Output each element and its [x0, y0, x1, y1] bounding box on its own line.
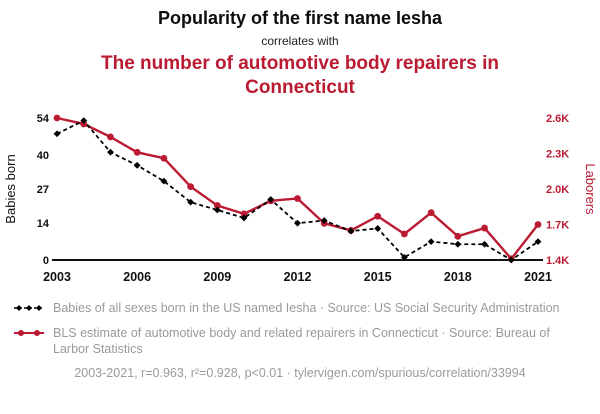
connector-text: correlates with	[261, 34, 339, 48]
svg-text:0: 0	[43, 255, 49, 267]
correlated-variable-title: The number of automotive body repairers …	[100, 53, 499, 98]
svg-text:Laborers: Laborers	[583, 163, 598, 215]
legend-item-laborers: BLS estimate of automotive body and rela…	[14, 325, 586, 358]
page-title: Popularity of the first name Iesha	[157, 8, 443, 28]
svg-text:54: 54	[37, 113, 50, 125]
svg-text:1.7K: 1.7K	[546, 219, 569, 231]
svg-text:2015: 2015	[364, 270, 392, 284]
svg-text:2021: 2021	[524, 270, 552, 284]
svg-text:40: 40	[37, 149, 49, 161]
chart-legend: Babies of all sexes born in the US named…	[0, 296, 600, 358]
svg-text:2.3K: 2.3K	[546, 148, 569, 160]
svg-text:2.6K: 2.6K	[546, 113, 569, 125]
svg-text:27: 27	[37, 184, 49, 196]
legend-label: Babies of all sexes born in the US named…	[53, 300, 560, 315]
black-dashed-diamond-marker-icon	[14, 304, 44, 311]
footer-stats: 2003-2021, r=0.963, r²=0.928, p<0.01 · t…	[74, 366, 526, 381]
svg-text:2018: 2018	[444, 270, 472, 284]
svg-text:2009: 2009	[203, 270, 231, 284]
legend-item-babies: Babies of all sexes born in the US named…	[14, 300, 586, 316]
svg-text:2006: 2006	[123, 270, 151, 284]
svg-text:2003: 2003	[43, 270, 71, 284]
svg-text:1.4K: 1.4K	[546, 255, 569, 267]
svg-text:2.0K: 2.0K	[546, 184, 569, 196]
svg-text:Babies born: Babies born	[3, 154, 18, 223]
svg-text:2012: 2012	[284, 270, 312, 284]
svg-text:14: 14	[37, 218, 50, 230]
red-line-circle-marker-icon	[14, 329, 44, 336]
chart-canvas: 0 14 27 40 54 1.4K 1.7K 2.0K 2.3K 2.6K 2003 2006 200…	[3, 113, 598, 284]
legend-label: BLS estimate of automotive body and rela…	[53, 325, 550, 356]
dual-axis-line-chart: 0 14 27 40 54 1.4K 1.7K 2.0K 2.3K 2.6K 2003 2006 200…	[0, 104, 600, 296]
